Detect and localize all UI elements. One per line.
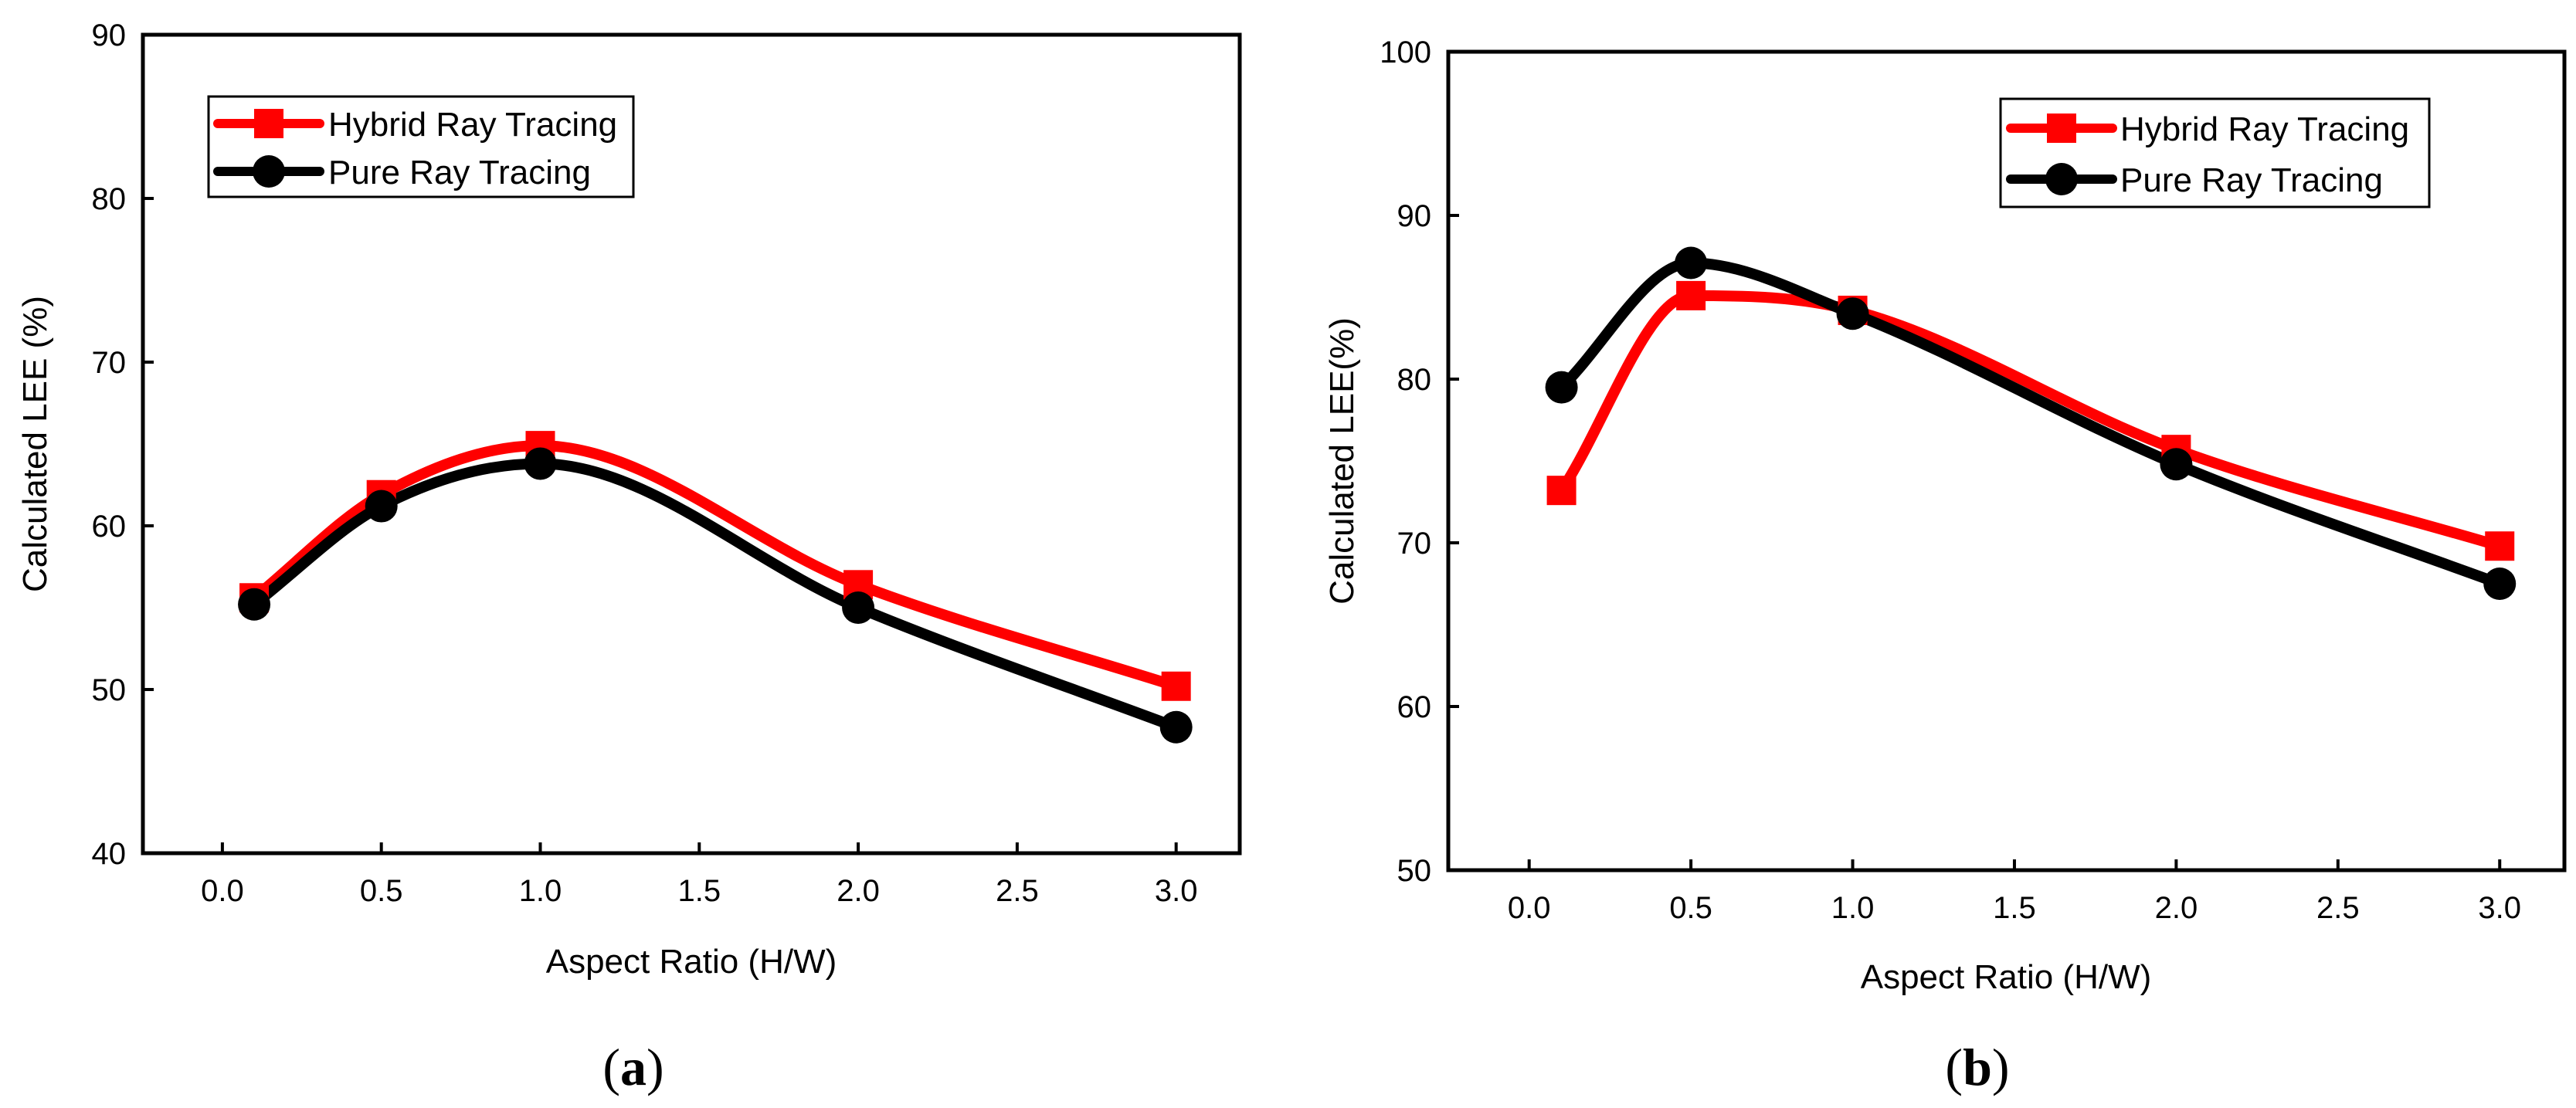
legend-pure-label-b: Pure Ray Tracing [2120,161,2383,199]
caption-close-b: ) [1992,1038,2010,1096]
data-point-pure [842,591,875,624]
caption-letter-a: a [620,1038,647,1096]
y-tick-label: 90 [1397,199,1432,233]
legend-b: Hybrid Ray Tracing Pure Ray Tracing [1999,97,2431,208]
y-tick-label: 40 [92,837,127,871]
x-tick-label: 0.5 [1669,891,1712,925]
x-axis-label-a: Aspect Ratio (H/W) [546,943,837,981]
plot-frame-a [141,32,1242,856]
data-point-pure [365,490,398,523]
caption-open-b: ( [1945,1038,1963,1096]
series-lines-a [249,440,1182,733]
x-tick-label: 0.0 [1508,891,1551,925]
x-tick-label: 2.0 [2155,891,2198,925]
grid-ticks-b: 0.0 0.5 1.0 1.5 2.0 2.5 3.0 50 60 70 80 90 100 [1380,36,2521,925]
x-tick-label: 2.5 [2316,891,2360,925]
x-tick-label: 1.0 [519,874,562,908]
y-tick-label: 60 [1397,690,1432,724]
x-tick-label: 2.0 [837,874,880,908]
legend-hybrid-marker-b [2047,114,2076,143]
y-tick-label: 50 [92,673,127,707]
data-point-hybrid [2485,531,2515,561]
x-tick-label: 3.0 [2478,891,2521,925]
series-line-pure [1556,257,2506,589]
x-tick-label: 3.0 [1155,874,1198,908]
chart-panel-b: 0.0 0.5 1.0 1.5 2.0 2.5 3.0 50 60 70 80 90 100 Hybri… [1323,36,2567,1096]
y-tick-label: 100 [1380,36,1431,69]
series-line-hybrid [249,440,1182,692]
data-point-hybrid [1546,476,1576,506]
data-point-hybrid [1161,671,1191,701]
x-tick-label: 1.0 [1831,891,1875,925]
x-tick-label: 1.5 [677,874,721,908]
y-tick-label: 80 [1397,363,1432,397]
y-tick-label: 70 [1397,527,1432,561]
legend-hybrid-label-b: Hybrid Ray Tracing [2120,110,2409,148]
data-point-pure [2483,568,2517,600]
panel-caption-b: (b) [1945,1038,2009,1096]
data-point-pure [524,447,557,480]
grid-ticks-a: 0.0 0.5 1.0 1.5 2.0 2.5 3.0 40 50 60 70 80 90 [92,19,1198,908]
legend-hybrid-label-a: Hybrid Ray Tracing [328,106,617,144]
legend-a: Hybrid Ray Tracing Pure Ray Tracing [207,95,635,198]
legend-pure-label-a: Pure Ray Tracing [328,154,591,191]
data-point-pure [238,588,271,621]
x-tick-label: 0.5 [360,874,403,908]
data-point-pure [2160,448,2193,481]
plot-frame-b [1446,49,2567,873]
caption-letter-b: b [1963,1038,1992,1096]
y-tick-label: 70 [92,346,127,380]
y-axis-label-a: Calculated LEE (%) [16,296,54,592]
data-point-pure [1159,710,1193,744]
x-tick-label: 1.5 [1993,891,2036,925]
legend-pure-marker-b [2045,163,2078,195]
panel-caption-a: (a) [602,1038,664,1096]
legend-hybrid-marker-a [254,109,283,138]
caption-open-a: ( [602,1038,620,1096]
x-tick-label: 2.5 [996,874,1039,908]
series-lines-b [1556,257,2506,589]
caption-close-a: ) [647,1038,664,1096]
y-tick-label: 80 [92,182,127,216]
markers-a [238,431,1193,744]
y-tick-label: 50 [1397,854,1432,888]
markers-b [1545,246,2517,600]
series-line-pure [249,458,1182,733]
y-axis-label-b: Calculated LEE(%) [1323,317,1361,605]
x-axis-label-b: Aspect Ratio (H/W) [1861,958,2152,996]
series-line-hybrid [1556,290,2506,552]
y-tick-label: 90 [92,19,127,53]
data-point-hybrid [1676,280,1706,310]
chart-panel-a: 0.0 0.5 1.0 1.5 2.0 2.5 3.0 40 50 60 70 80 90 Hybrid… [16,19,1242,1096]
data-point-pure [1545,371,1578,404]
y-tick-label: 60 [92,510,127,544]
x-tick-label: 0.0 [201,874,244,908]
data-point-pure [1836,297,1869,330]
legend-pure-marker-a [253,155,285,188]
data-point-pure [1675,246,1708,280]
